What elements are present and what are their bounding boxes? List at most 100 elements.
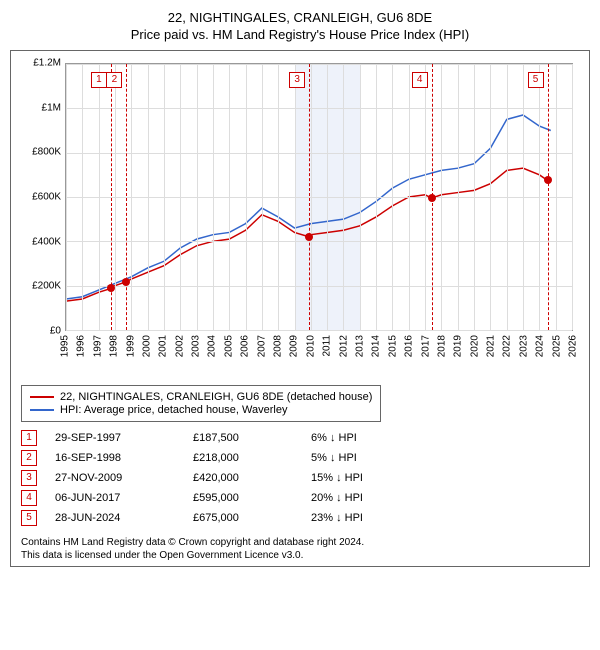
gridline-v (490, 64, 491, 330)
legend-swatch (30, 409, 54, 411)
gridline-h (66, 286, 572, 287)
legend-swatch (30, 396, 54, 398)
x-axis-label: 1999 (125, 335, 136, 357)
transaction-delta: 6% ↓ HPI (311, 432, 411, 444)
gridline-h (66, 64, 572, 65)
x-axis-label: 2023 (518, 335, 529, 357)
gridline-v (99, 64, 100, 330)
marker-dot (544, 176, 552, 184)
x-axis-label: 2024 (535, 335, 546, 357)
marker-line (126, 64, 127, 330)
footer-text: Contains HM Land Registry data © Crown c… (21, 536, 579, 562)
transaction-marker-num: 5 (21, 510, 37, 526)
gridline-v (311, 64, 312, 330)
x-axis-label: 2007 (256, 335, 267, 357)
transaction-row: 216-SEP-1998£218,0005% ↓ HPI (21, 450, 579, 466)
gridline-v (392, 64, 393, 330)
legend: 22, NIGHTINGALES, CRANLEIGH, GU6 8DE (de… (21, 385, 381, 422)
marker-line (548, 64, 549, 330)
transaction-price: £595,000 (193, 492, 293, 504)
x-axis-label: 2000 (141, 335, 152, 357)
gridline-v (327, 64, 328, 330)
gridline-v (523, 64, 524, 330)
chart-container: £0£200K£400K£600K£800K£1M£1.2M 12345 199… (10, 50, 590, 567)
y-axis-label: £600K (32, 192, 61, 203)
y-axis-label: £800K (32, 147, 61, 158)
gridline-v (229, 64, 230, 330)
legend-item: 22, NIGHTINGALES, CRANLEIGH, GU6 8DE (de… (30, 391, 372, 403)
footer-line-1: Contains HM Land Registry data © Crown c… (21, 536, 579, 549)
transaction-delta: 20% ↓ HPI (311, 492, 411, 504)
x-axis-label: 2017 (420, 335, 431, 357)
x-axis-labels: 1995199619971998199920002001200220032004… (65, 333, 573, 379)
gridline-v (376, 64, 377, 330)
marker-dot (122, 278, 130, 286)
gridline-h (66, 197, 572, 198)
gridline-v (131, 64, 132, 330)
gridline-v (246, 64, 247, 330)
x-axis-label: 2019 (453, 335, 464, 357)
title-sub: Price paid vs. HM Land Registry's House … (10, 27, 590, 42)
gridline-h (66, 108, 572, 109)
x-axis-label: 2004 (207, 335, 218, 357)
gridline-v (360, 64, 361, 330)
y-axis-label: £400K (32, 236, 61, 247)
gridline-v (539, 64, 540, 330)
gridline-v (474, 64, 475, 330)
gridline-v (262, 64, 263, 330)
x-axis-label: 2026 (568, 335, 579, 357)
marker-dot (305, 233, 313, 241)
gridline-v (148, 64, 149, 330)
legend-label: HPI: Average price, detached house, Wave… (60, 404, 287, 416)
transaction-delta: 23% ↓ HPI (311, 512, 411, 524)
transaction-row: 528-JUN-2024£675,00023% ↓ HPI (21, 510, 579, 526)
x-axis-label: 2006 (240, 335, 251, 357)
x-axis-label: 2014 (371, 335, 382, 357)
x-axis-label: 2020 (469, 335, 480, 357)
transaction-row: 327-NOV-2009£420,00015% ↓ HPI (21, 470, 579, 486)
title-main: 22, NIGHTINGALES, CRANLEIGH, GU6 8DE (10, 10, 590, 25)
x-axis-label: 2002 (174, 335, 185, 357)
gridline-v (572, 64, 573, 330)
legend-item: HPI: Average price, detached house, Wave… (30, 404, 372, 416)
transaction-date: 29-SEP-1997 (55, 432, 175, 444)
gridline-v (66, 64, 67, 330)
x-axis-label: 2008 (273, 335, 284, 357)
footer-line-2: This data is licensed under the Open Gov… (21, 549, 579, 562)
transaction-date: 06-JUN-2017 (55, 492, 175, 504)
x-axis-label: 2018 (436, 335, 447, 357)
x-axis-label: 2025 (551, 335, 562, 357)
transaction-price: £675,000 (193, 512, 293, 524)
x-axis-label: 2005 (223, 335, 234, 357)
x-axis-label: 2009 (289, 335, 300, 357)
gridline-v (295, 64, 296, 330)
gridline-v (213, 64, 214, 330)
marker-label: 2 (106, 72, 122, 88)
transaction-delta: 15% ↓ HPI (311, 472, 411, 484)
x-axis-label: 2003 (191, 335, 202, 357)
transaction-marker-num: 3 (21, 470, 37, 486)
x-axis-label: 2011 (322, 335, 333, 357)
gridline-v (441, 64, 442, 330)
transaction-row: 129-SEP-1997£187,5006% ↓ HPI (21, 430, 579, 446)
transaction-marker-num: 2 (21, 450, 37, 466)
x-axis-label: 2001 (158, 335, 169, 357)
marker-dot (107, 284, 115, 292)
transaction-delta: 5% ↓ HPI (311, 452, 411, 464)
gridline-h (66, 330, 572, 331)
transaction-marker-num: 1 (21, 430, 37, 446)
marker-label: 3 (289, 72, 305, 88)
y-axis-label: £1M (42, 102, 61, 113)
gridline-v (507, 64, 508, 330)
x-axis-label: 2010 (305, 335, 316, 357)
gridline-v (115, 64, 116, 330)
x-axis-label: 1998 (109, 335, 120, 357)
marker-label: 5 (528, 72, 544, 88)
x-axis-label: 2015 (387, 335, 398, 357)
x-axis-label: 2013 (354, 335, 365, 357)
x-axis-label: 2012 (338, 335, 349, 357)
gridline-v (164, 64, 165, 330)
gridline-v (556, 64, 557, 330)
gridline-v (180, 64, 181, 330)
legend-label: 22, NIGHTINGALES, CRANLEIGH, GU6 8DE (de… (60, 391, 372, 403)
